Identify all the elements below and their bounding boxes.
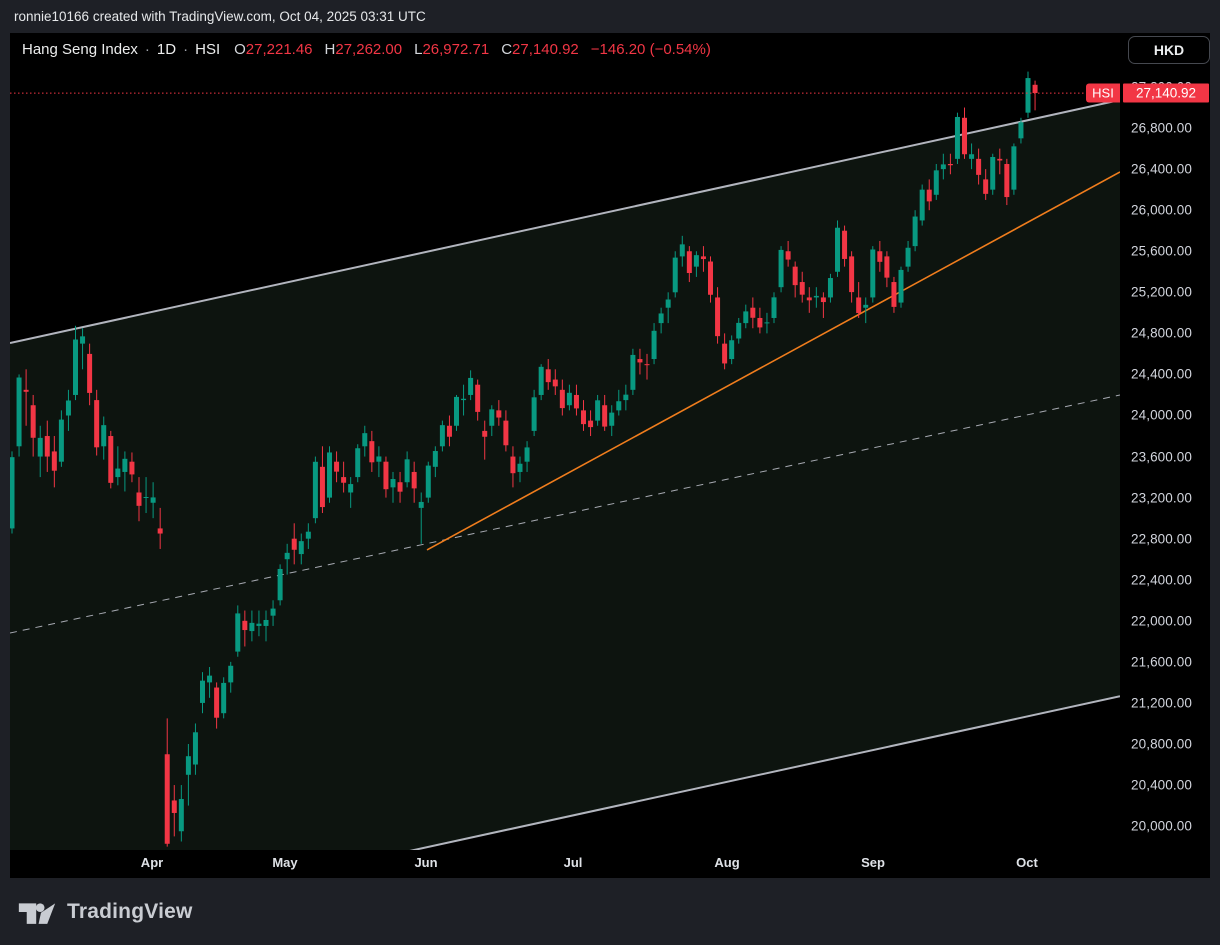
last-price-value: 27,140.92 <box>1123 83 1209 103</box>
interval-label: 1D <box>156 40 177 58</box>
change-readout: −146.20 (−0.54%) <box>590 40 711 58</box>
top-attribution-bar: ronnie10166 created with TradingView.com… <box>0 0 1220 33</box>
time-scale[interactable]: Apr May Jun Jul Aug Sep Oct <box>10 850 1210 878</box>
open-value: 27,221.46 <box>245 40 313 58</box>
month-label: May <box>272 855 298 870</box>
month-label: Aug <box>714 855 740 870</box>
legend-separator: · <box>183 40 189 58</box>
price-tick-label: 23,200.00 <box>1131 490 1192 506</box>
price-tick-label: 21,200.00 <box>1131 695 1192 711</box>
chart-pane[interactable] <box>10 33 1210 878</box>
month-label: Sep <box>861 855 885 870</box>
price-scale[interactable]: 27,200.0026,800.0026,400.0026,000.0025,6… <box>1120 33 1210 850</box>
price-tick-label: 20,800.00 <box>1131 736 1192 752</box>
close-readout: C27,140.92 <box>501 41 579 58</box>
close-value: 27,140.92 <box>512 40 579 58</box>
price-tick-label: 24,800.00 <box>1131 325 1192 341</box>
close-letter: C <box>501 40 513 58</box>
price-tick-label: 24,400.00 <box>1131 366 1192 382</box>
currency-button[interactable]: HKD <box>1128 36 1210 64</box>
ticker-label: HSI <box>195 40 221 58</box>
price-tick-label: 20,000.00 <box>1131 818 1192 834</box>
price-tick-label: 21,600.00 <box>1131 654 1192 670</box>
price-tick-label: 25,200.00 <box>1131 284 1192 300</box>
price-tick-label: 22,800.00 <box>1131 531 1192 547</box>
month-label: Jun <box>414 855 438 870</box>
symbol-legend[interactable]: Hang Seng Index · 1D · HSI O27,221.46 H2… <box>22 40 711 58</box>
tradingview-logo-icon <box>18 903 56 924</box>
last-price-label: HSI 27,140.92 <box>1086 83 1209 103</box>
price-tick-label: 26,800.00 <box>1131 120 1192 136</box>
high-value: 27,262.00 <box>335 40 403 58</box>
price-tick-label: 22,400.00 <box>1131 572 1192 588</box>
price-tick-label: 20,400.00 <box>1131 777 1192 793</box>
symbol-name: Hang Seng Index <box>22 40 138 58</box>
footer-bar: TradingView <box>0 878 1220 945</box>
open-readout: O27,221.46 <box>234 41 312 58</box>
price-tick-label: 26,000.00 <box>1131 202 1192 218</box>
month-label: Jul <box>563 855 583 870</box>
price-tick-label: 24,000.00 <box>1131 407 1192 423</box>
tradingview-brand[interactable]: TradingView <box>16 897 193 927</box>
tradingview-brand-text: TradingView <box>67 900 193 923</box>
month-label: Oct <box>1016 855 1038 870</box>
open-letter: O <box>234 40 246 58</box>
low-letter: L <box>414 40 423 58</box>
legend-separator: · <box>144 40 150 58</box>
price-tick-label: 26,400.00 <box>1131 161 1192 177</box>
price-tick-label: 23,600.00 <box>1131 449 1192 465</box>
price-tick-label: 22,000.00 <box>1131 613 1192 629</box>
high-letter: H <box>324 40 336 58</box>
month-label: Apr <box>140 855 164 870</box>
attribution-text: ronnie10166 created with TradingView.com… <box>14 9 426 24</box>
price-tick-label: 25,600.00 <box>1131 243 1192 259</box>
low-value: 26,972.71 <box>422 40 490 58</box>
low-readout: L26,972.71 <box>414 41 489 58</box>
ticker-tag: HSI <box>1086 83 1120 103</box>
high-readout: H27,262.00 <box>325 41 403 58</box>
